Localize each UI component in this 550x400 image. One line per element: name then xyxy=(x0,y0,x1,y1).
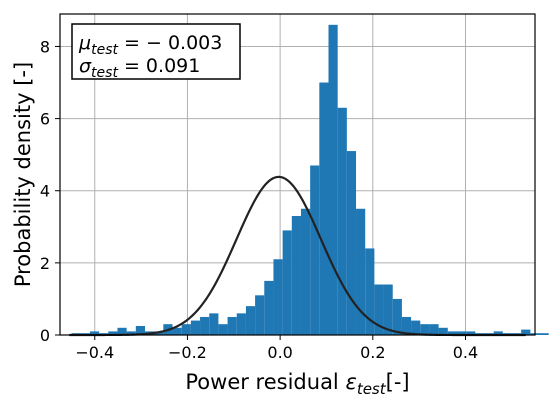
x-tick-label: −0.2 xyxy=(168,343,207,362)
histogram-bar xyxy=(521,329,531,335)
histogram-bar xyxy=(411,320,421,335)
mean-symbol: μ xyxy=(78,32,91,54)
histogram-bar xyxy=(392,298,402,335)
histogram-bar xyxy=(200,316,210,335)
histogram-bar xyxy=(493,331,503,335)
y-axis-ticks: 0 2 4 6 8 xyxy=(40,37,60,345)
histogram-bar xyxy=(291,215,301,335)
x-tick-label: 0.4 xyxy=(453,343,478,362)
annotation-frame xyxy=(71,23,241,80)
y-tick-label: 2 xyxy=(40,254,50,273)
annotation-std: σtest = 0.091 xyxy=(79,55,200,81)
histogram-bar xyxy=(337,107,347,335)
mean-value: = − 0.003 xyxy=(118,32,222,54)
histogram-bar xyxy=(264,280,274,335)
y-tick-label: 4 xyxy=(40,182,50,201)
plot-frame xyxy=(59,13,536,336)
histogram-bar xyxy=(310,165,320,335)
x-axis-label: Power residual εtest[-] xyxy=(185,370,409,398)
histogram-bar xyxy=(108,331,118,335)
x-tick-label: −0.4 xyxy=(75,343,114,362)
histogram-bar xyxy=(89,331,100,335)
x-label-text: Power residual xyxy=(185,370,345,394)
histogram-bar xyxy=(429,324,439,335)
histogram-bar xyxy=(282,230,292,335)
std-symbol: σ xyxy=(79,55,92,77)
histogram-bar xyxy=(328,24,338,336)
histogram-bar xyxy=(209,313,219,335)
std-value: = 0.091 xyxy=(118,55,200,77)
histogram-bar xyxy=(346,151,357,335)
histogram-bar xyxy=(374,284,384,335)
x-label-symbol: ε xyxy=(345,370,356,394)
histogram-bar xyxy=(356,208,366,335)
histogram-bar xyxy=(227,316,237,335)
histogram-bar xyxy=(236,313,246,335)
annotation-mean: μtest = − 0.003 xyxy=(78,32,222,58)
histogram-bar xyxy=(401,316,412,335)
histogram-bar xyxy=(135,325,145,335)
histogram-bar xyxy=(181,324,191,335)
stats-annotation-box: μtest = − 0.003 σtest = 0.091 xyxy=(71,23,241,81)
histogram-bar xyxy=(319,82,329,335)
histogram-bar xyxy=(190,320,201,335)
histogram-bar xyxy=(447,331,457,335)
histogram-bar xyxy=(420,324,430,335)
histogram-bar xyxy=(218,324,228,335)
x-axis-ticks: −0.4 −0.2 0.0 0.2 0.4 xyxy=(75,335,478,362)
histogram-bar xyxy=(172,327,182,335)
histogram-bar xyxy=(383,284,393,335)
histogram-bar xyxy=(300,208,311,335)
histogram-bar xyxy=(126,331,136,335)
histogram-bar xyxy=(456,331,467,335)
histogram-bar xyxy=(255,295,265,335)
x-tick-label: 0.0 xyxy=(267,343,292,362)
y-tick-label: 0 xyxy=(40,326,50,345)
histogram-bar xyxy=(117,327,127,335)
histogram-bar xyxy=(539,333,549,335)
x-label-subscript: test xyxy=(357,380,387,398)
histogram-bar xyxy=(365,248,375,335)
histogram-bar xyxy=(273,259,283,335)
y-tick-label: 6 xyxy=(40,110,50,129)
histogram-bar xyxy=(245,306,256,335)
y-axis-label: Probability density [-] xyxy=(11,62,35,287)
x-label-unit: [-] xyxy=(386,370,410,394)
histogram-bar xyxy=(438,327,448,335)
mean-subscript: test xyxy=(91,42,118,58)
y-tick-label: 8 xyxy=(40,37,50,56)
histogram-bar xyxy=(466,331,476,335)
std-subscript: test xyxy=(91,65,118,81)
x-tick-label: 0.2 xyxy=(360,343,385,362)
